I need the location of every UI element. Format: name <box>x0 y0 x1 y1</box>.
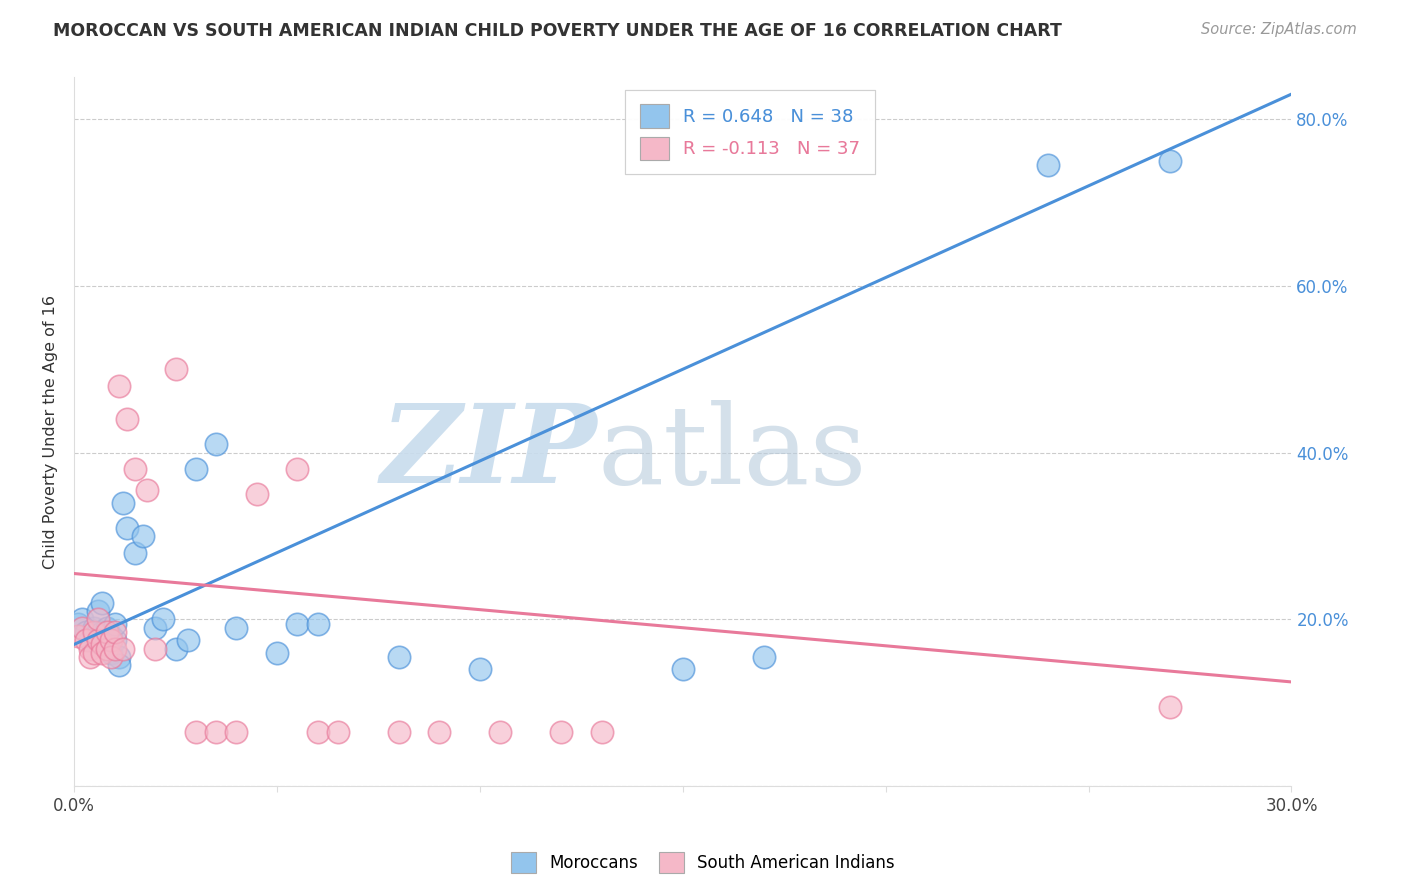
Point <box>307 616 329 631</box>
Point <box>672 662 695 676</box>
Point <box>79 649 101 664</box>
Legend: Moroccans, South American Indians: Moroccans, South American Indians <box>505 846 901 880</box>
Point <box>468 662 491 676</box>
Point <box>111 641 134 656</box>
Point <box>388 725 411 739</box>
Point <box>124 462 146 476</box>
Text: Source: ZipAtlas.com: Source: ZipAtlas.com <box>1201 22 1357 37</box>
Point <box>184 462 207 476</box>
Point <box>132 529 155 543</box>
Point <box>83 629 105 643</box>
Point <box>67 629 90 643</box>
Text: MOROCCAN VS SOUTH AMERICAN INDIAN CHILD POVERTY UNDER THE AGE OF 16 CORRELATION : MOROCCAN VS SOUTH AMERICAN INDIAN CHILD … <box>53 22 1063 40</box>
Point <box>75 633 97 648</box>
Point <box>307 725 329 739</box>
Point <box>70 621 93 635</box>
Point <box>100 629 122 643</box>
Point <box>115 412 138 426</box>
Point <box>326 725 349 739</box>
Point <box>1159 700 1181 714</box>
Point <box>87 624 110 639</box>
Point <box>100 633 122 648</box>
Point <box>591 725 613 739</box>
Point <box>489 725 512 739</box>
Point <box>427 725 450 739</box>
Point <box>107 649 129 664</box>
Point <box>285 462 308 476</box>
Point <box>1159 153 1181 168</box>
Point <box>124 546 146 560</box>
Point <box>100 649 122 664</box>
Point <box>550 725 572 739</box>
Point <box>87 612 110 626</box>
Point <box>104 616 127 631</box>
Y-axis label: Child Poverty Under the Age of 16: Child Poverty Under the Age of 16 <box>44 294 58 569</box>
Point <box>184 725 207 739</box>
Point <box>91 624 114 639</box>
Point <box>388 649 411 664</box>
Point <box>285 616 308 631</box>
Point <box>225 621 247 635</box>
Point <box>87 633 110 648</box>
Point <box>100 646 122 660</box>
Point <box>107 379 129 393</box>
Point <box>104 641 127 656</box>
Point <box>79 633 101 648</box>
Point <box>87 604 110 618</box>
Point <box>266 646 288 660</box>
Point <box>143 641 166 656</box>
Point <box>96 621 118 635</box>
Point <box>136 483 159 498</box>
Point <box>165 641 187 656</box>
Point <box>225 725 247 739</box>
Point <box>96 633 118 648</box>
Point <box>152 612 174 626</box>
Point <box>104 633 127 648</box>
Point <box>104 624 127 639</box>
Point <box>91 596 114 610</box>
Point <box>177 633 200 648</box>
Point <box>143 621 166 635</box>
Text: ZIP: ZIP <box>381 400 598 507</box>
Point <box>96 624 118 639</box>
Point <box>205 437 228 451</box>
Point <box>205 725 228 739</box>
Point <box>165 362 187 376</box>
Point <box>75 624 97 639</box>
Point <box>83 646 105 660</box>
Point <box>115 521 138 535</box>
Point <box>752 649 775 664</box>
Point <box>70 612 93 626</box>
Point <box>111 496 134 510</box>
Legend: R = 0.648   N = 38, R = -0.113   N = 37: R = 0.648 N = 38, R = -0.113 N = 37 <box>626 90 875 174</box>
Point <box>91 646 114 660</box>
Point <box>107 658 129 673</box>
Text: atlas: atlas <box>598 400 868 507</box>
Point <box>83 624 105 639</box>
Point <box>1036 158 1059 172</box>
Point <box>83 621 105 635</box>
Point <box>67 616 90 631</box>
Point <box>91 637 114 651</box>
Point <box>246 487 269 501</box>
Point <box>96 641 118 656</box>
Point <box>79 641 101 656</box>
